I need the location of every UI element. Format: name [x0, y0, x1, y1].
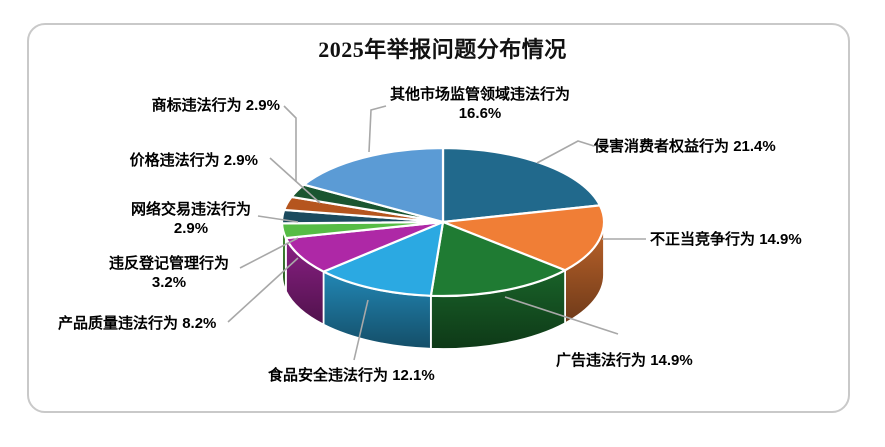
slice-label-name: 产品质量违法行为 — [58, 315, 179, 332]
slice-label-value: 2.9% — [245, 97, 280, 114]
slice-label-advertising: 广告违法行为 14.9% — [556, 351, 693, 370]
slice-label-name: 不正当竞争行为 — [650, 231, 756, 248]
slice-label-name: 食品安全违法行为 — [268, 367, 389, 384]
slice-label-price: 价格违法行为 2.9% — [124, 151, 258, 170]
slice-label-consumer-rights: 侵害消费者权益行为 21.4% — [594, 137, 776, 156]
slice-label-trademark: 商标违法行为 2.9% — [130, 96, 280, 115]
slice-label-value: 21.4% — [733, 138, 776, 155]
leader-line-6 — [257, 215, 299, 223]
slice-label-name: 广告违法行为 — [556, 352, 647, 369]
slice-label-value: 2.9% — [173, 220, 209, 237]
leader-line-9 — [368, 105, 387, 153]
slice-label-value: 2.9% — [223, 152, 258, 169]
slice-label-food-safety: 食品安全违法行为 12.1% — [268, 366, 435, 385]
leader-line-4 — [227, 257, 299, 323]
slice-label-value: 8.2% — [182, 315, 217, 332]
slice-label-name: 侵害消费者权益行为 — [594, 138, 730, 155]
leader-line-3 — [353, 299, 369, 361]
slice-label-name: 价格违法行为 — [129, 152, 220, 169]
pie-slice-0 — [441, 146, 601, 224]
slice-label-value: 3.2% — [151, 274, 187, 291]
slice-label-product-quality: 产品质量违法行为 8.2% — [58, 314, 216, 333]
chart-title: 2025年举报问题分布情况 — [318, 37, 567, 62]
slice-label-name: 违反登记管理行为 — [108, 255, 229, 272]
leader-line-7 — [269, 157, 321, 204]
slice-label-other-areas: 其他市场监管领域违法行为 16.6% — [380, 85, 580, 123]
slice-label-unfair-competition: 不正当竞争行为 14.9% — [650, 230, 802, 249]
slice-label-name: 商标违法行为 — [151, 97, 242, 114]
leader-line-8 — [283, 105, 297, 182]
slice-label-value: 14.9% — [759, 231, 802, 248]
slice-label-registration: 违反登记管理行为 3.2% — [103, 254, 235, 292]
slice-label-name: 网络交易违法行为 — [130, 201, 251, 218]
pie-slice-3 — [322, 220, 445, 297]
leader-line-0 — [536, 140, 595, 164]
leader-line-2 — [504, 296, 619, 335]
slice-label-online-trade: 网络交易违法行为 2.9% — [125, 200, 257, 238]
leader-line-5 — [239, 237, 299, 269]
slice-label-value: 12.1% — [392, 367, 435, 384]
slice-label-name: 其他市场监管领域违法行为 — [389, 86, 570, 103]
slice-label-value: 14.9% — [650, 352, 693, 369]
pie-slice-9 — [302, 146, 445, 224]
pie-slice-1 — [441, 204, 606, 272]
slice-label-value: 16.6% — [458, 105, 502, 122]
pie-slice-2 — [429, 220, 567, 298]
